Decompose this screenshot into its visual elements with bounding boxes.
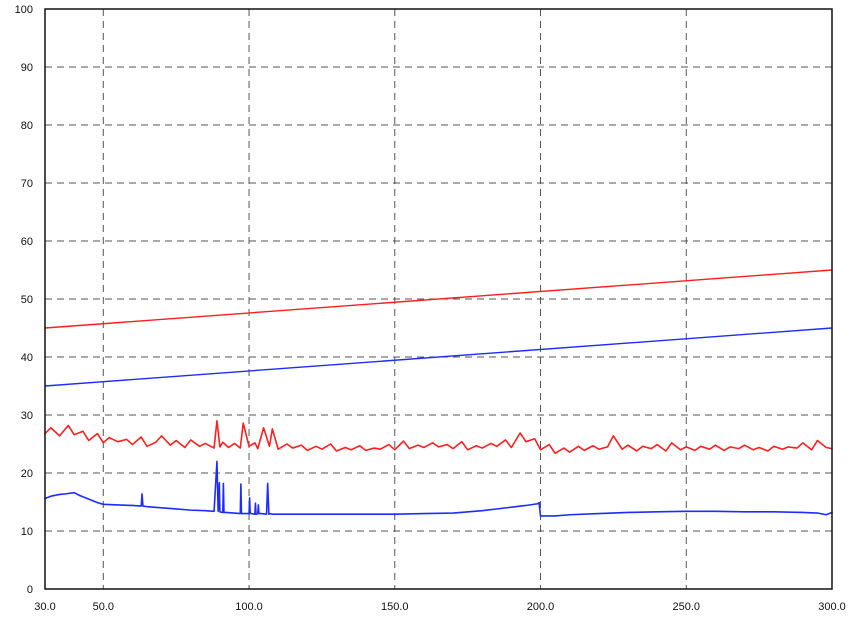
y-tick-label-0: 0 bbox=[27, 584, 33, 596]
x-tick-label-1: 50.0 bbox=[93, 601, 114, 613]
x-tick-label-0: 30.0 bbox=[34, 601, 55, 613]
y-tick-label-3: 30 bbox=[21, 410, 33, 422]
plot-frame bbox=[44, 8, 833, 590]
axis-layer bbox=[44, 8, 833, 590]
y-tick-label-1: 10 bbox=[21, 526, 33, 538]
series-layer bbox=[44, 269, 833, 517]
y-tick-label-4: 40 bbox=[21, 352, 33, 364]
y-tick-label-2: 20 bbox=[21, 468, 33, 480]
y-tick-label-9: 90 bbox=[21, 62, 33, 74]
y-tick-label-8: 80 bbox=[21, 120, 33, 132]
series-line-4 bbox=[44, 460, 833, 517]
y-tick-label-5: 50 bbox=[21, 294, 33, 306]
series-line-2 bbox=[44, 327, 833, 387]
x-tick-label-3: 150.0 bbox=[381, 601, 409, 613]
x-tick-label-2: 100.0 bbox=[235, 601, 263, 613]
grid-layer bbox=[45, 9, 832, 589]
tick-label-layer: 30.0 50.0 100.0 150.0 200.0 250.0 300.0 0 10 20 30… bbox=[15, 4, 846, 613]
series-line-1 bbox=[44, 269, 833, 329]
series-line-3 bbox=[44, 419, 833, 455]
x-tick-label-6: 300.0 bbox=[818, 601, 846, 613]
x-tick-label-5: 250.0 bbox=[672, 601, 700, 613]
y-tick-label-6: 60 bbox=[21, 236, 33, 248]
y-tick-label-7: 70 bbox=[21, 178, 33, 190]
y-tick-label-10: 100 bbox=[15, 4, 33, 16]
x-tick-label-4: 200.0 bbox=[527, 601, 555, 613]
